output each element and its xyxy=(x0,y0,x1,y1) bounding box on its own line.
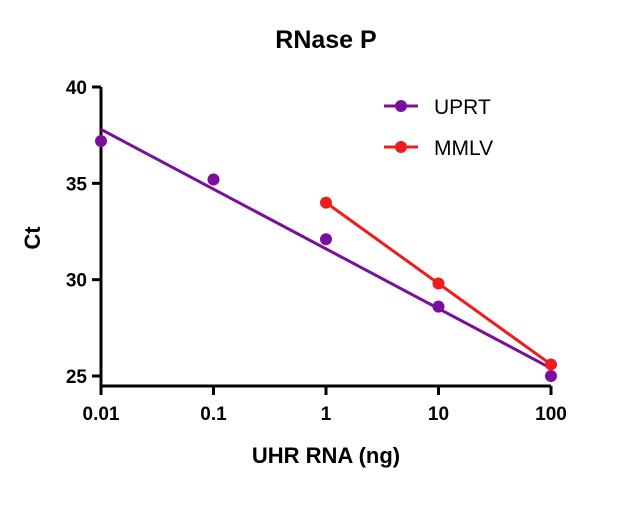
fit-line-uprt xyxy=(100,128,552,370)
x-tick-label: 100 xyxy=(535,404,567,425)
y-tick-label: 25 xyxy=(66,367,88,388)
legend-label-uprt: UPRT xyxy=(434,96,491,119)
legend-label-mmlv: MMLV xyxy=(434,137,493,160)
data-point-mmlv xyxy=(432,277,445,290)
chart-title: RNase P xyxy=(275,26,376,54)
data-points xyxy=(95,134,557,382)
data-point-uprt xyxy=(545,370,557,382)
data-point-uprt xyxy=(95,134,107,147)
legend: UPRT MMLV xyxy=(384,96,493,160)
y-axis-label: Ct xyxy=(20,226,45,250)
legend-marker-mmlv xyxy=(395,141,407,153)
y-tick-label: 40 xyxy=(66,78,87,99)
axis-ticks: 25 30 35 40 0.01 0.1 1 10 100 xyxy=(66,78,567,425)
data-point-uprt xyxy=(432,300,445,313)
y-tick-label: 35 xyxy=(66,174,88,195)
data-point-mmlv xyxy=(320,196,332,209)
x-tick-label: 0.01 xyxy=(83,404,120,425)
x-tick-label: 10 xyxy=(428,404,449,425)
data-point-uprt xyxy=(207,173,220,186)
data-point-mmlv xyxy=(545,358,557,371)
fit-lines xyxy=(100,128,552,370)
data-point-uprt xyxy=(320,233,332,246)
legend-marker-uprt xyxy=(395,100,407,112)
x-tick-label: 0.1 xyxy=(200,404,227,425)
x-tick-label: 1 xyxy=(321,404,332,425)
x-axis-label: UHR RNA (ng) xyxy=(252,443,400,468)
y-tick-label: 30 xyxy=(66,271,87,292)
